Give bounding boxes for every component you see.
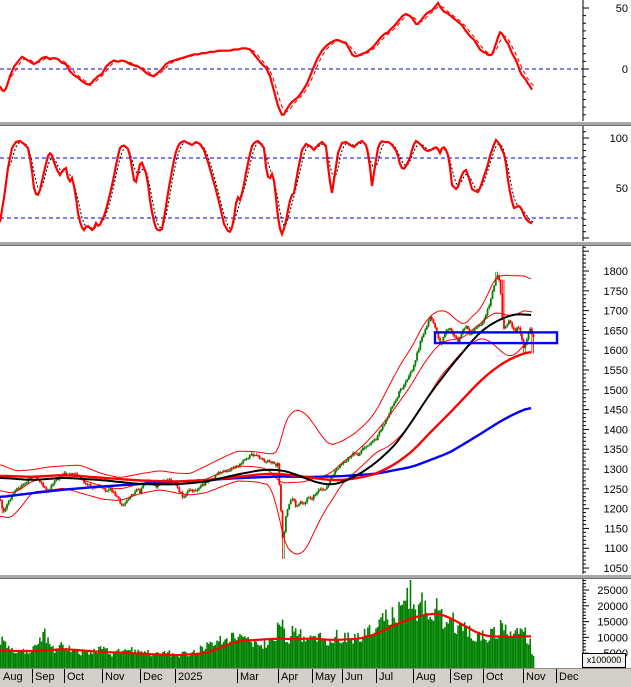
support-zone-rectangle[interactable] [433,331,559,345]
svg-text:1750: 1750 [604,286,628,298]
svg-text:1500: 1500 [604,385,628,397]
svg-text:1400: 1400 [604,424,628,436]
volume-unit-badge: x100000 [582,653,626,668]
x-axis-month-label: Jul [379,671,394,683]
volume-panel[interactable]: 250002000015000100005000 [0,579,631,668]
price-panel[interactable]: 1800 1750 1700 1650 1600 1550 1500 1450 1400 1350… [0,246,631,574]
svg-text:1250: 1250 [604,484,628,496]
x-axis-month-label: Jun [345,671,363,683]
x-axis-tick [32,669,33,683]
svg-text:50: 50 [616,183,628,195]
svg-text:1800: 1800 [604,266,628,278]
x-axis-month-label: Oct [67,671,85,683]
momentum-line [0,1,533,117]
x-axis-month-label: Apr [281,671,299,683]
moving-averages-group [0,313,532,498]
momentum-signal-line [10,5,536,113]
svg-text:1200: 1200 [604,504,628,516]
x-axis-month-label: Aug [3,671,23,683]
svg-text:0: 0 [622,64,628,76]
stochastic-line [0,138,533,238]
svg-text:50: 50 [616,3,628,15]
svg-text:10000: 10000 [597,632,628,644]
x-axis-month-label: Dec [559,671,579,683]
panel-divider-3[interactable] [0,574,631,579]
candles-group [0,271,535,559]
x-axis-tick [140,669,141,683]
x-axis-tick [237,669,238,683]
y-axis: 1800 1750 1700 1650 1600 1550 1500 1450 1400 1350… [582,246,628,574]
x-axis-month-label: Sep [453,671,473,683]
volume-ma-line [0,612,532,657]
stochastic-panel[interactable]: 100 50 [0,126,631,241]
x-axis-month-label: Mar [240,671,259,683]
x-axis-tick [278,669,279,683]
y-axis: 50 0 [582,0,628,121]
x-axis-tick [413,669,414,683]
x-axis-tick [450,669,451,683]
x-axis-month-label: Sep [35,671,55,683]
panel-divider-2[interactable] [0,241,631,246]
svg-text:100: 100 [610,133,628,145]
svg-text:1550: 1550 [604,365,628,377]
svg-text:1350: 1350 [604,444,628,456]
bollinger-bands-group [0,274,533,555]
x-axis-tick [376,669,377,683]
svg-text:15000: 15000 [597,617,628,629]
svg-text:1100: 1100 [604,543,628,555]
x-axis-tick [102,669,103,683]
x-axis-tick [483,669,484,683]
svg-text:1650: 1650 [604,325,628,337]
stochastic-signal-line [7,141,535,229]
svg-text:1600: 1600 [604,345,628,357]
y-axis: 100 50 [582,126,628,241]
x-axis-tick [64,669,65,683]
x-axis-month-label: Aug [416,671,436,683]
x-axis-month-label: Oct [486,671,504,683]
svg-text:1050: 1050 [604,563,628,574]
x-axis-month-label: 2025 [178,671,203,683]
x-axis-tick [175,669,176,683]
svg-text:1700: 1700 [604,306,628,318]
svg-text:1450: 1450 [604,405,628,417]
x-axis-month-label: Dec [143,671,163,683]
panel-divider-1[interactable] [0,121,631,126]
svg-text:25000: 25000 [597,585,628,597]
x-axis-month-label: May [315,671,336,683]
x-axis-tick [342,669,343,683]
svg-text:1300: 1300 [604,464,628,476]
svg-text:20000: 20000 [597,601,628,613]
momentum-panel[interactable]: 50 0 [0,0,631,121]
svg-text:1150: 1150 [604,523,628,535]
x-axis-month-label: Nov [105,671,125,683]
x-axis-tick [312,669,313,683]
x-axis-strip: Aug Sep Oct Nov Dec 2025 Mar Apr May Jun Jul Aug Sep… [0,668,631,687]
x-axis-tick [556,669,557,683]
x-axis-month-label: Nov [526,671,546,683]
volume-bars-group [0,580,535,668]
x-axis-tick [523,669,524,683]
